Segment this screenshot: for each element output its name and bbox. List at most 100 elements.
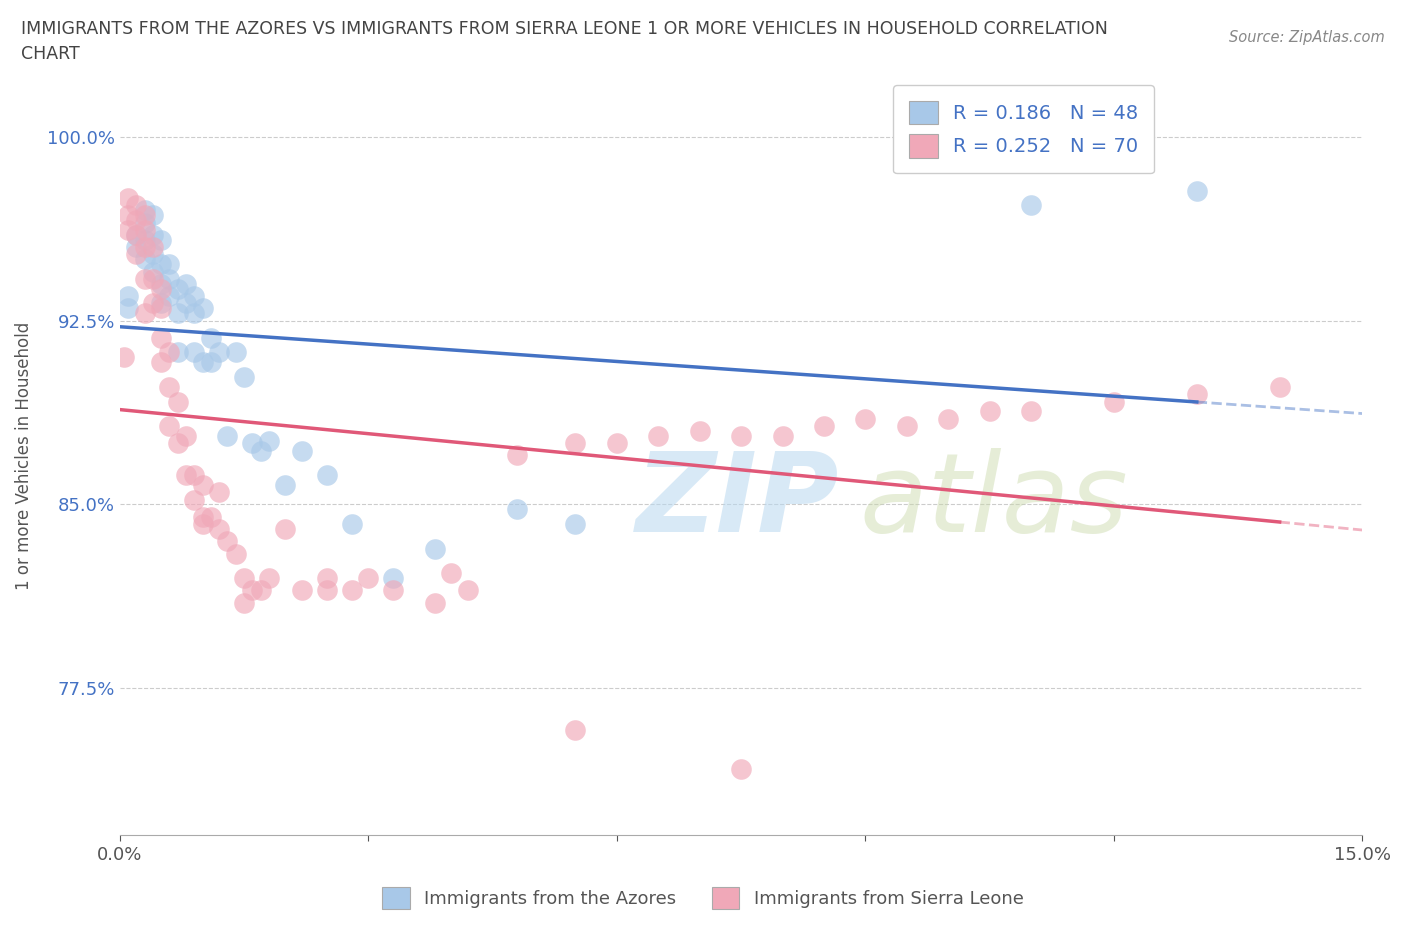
Point (134, 306, 156, 321)
Point (191, 477, 214, 492)
Y-axis label: 1 or more Vehicles in Household: 1 or more Vehicles in Household (15, 322, 32, 590)
Point (142, 240, 165, 255)
Point (233, 369, 256, 384)
Point (1268, 379, 1291, 394)
Point (125, 213, 148, 228)
Point (166, 394, 188, 409)
Text: IMMIGRANTS FROM THE AZORES VS IMMIGRANTS FROM SIERRA LEONE 1 OR MORE VEHICLES IN: IMMIGRANTS FROM THE AZORES VS IMMIGRANTS… (21, 20, 1108, 38)
Point (233, 595, 256, 610)
Point (340, 583, 363, 598)
Point (150, 296, 173, 311)
Point (125, 247, 148, 262)
Point (166, 436, 188, 451)
Point (813, 418, 835, 433)
Point (564, 723, 586, 737)
Point (142, 272, 165, 286)
Point (134, 215, 156, 230)
Point (134, 272, 156, 286)
Point (249, 583, 271, 598)
Point (730, 429, 752, 444)
Point (125, 227, 148, 242)
Point (142, 247, 165, 262)
Point (159, 379, 181, 394)
Point (191, 301, 214, 316)
Point (647, 429, 669, 444)
Point (174, 276, 197, 291)
Point (117, 222, 139, 237)
Point (134, 222, 156, 237)
Point (150, 257, 173, 272)
Point (208, 522, 231, 537)
Point (166, 306, 188, 321)
Point (606, 436, 628, 451)
Point (125, 198, 148, 213)
Point (183, 468, 205, 483)
Point (1185, 387, 1208, 402)
Point (506, 502, 529, 517)
Point (125, 227, 148, 242)
Legend: Immigrants from the Azores, Immigrants from Sierra Leone: Immigrants from the Azores, Immigrants f… (375, 880, 1031, 916)
Point (159, 272, 181, 286)
Point (183, 492, 205, 507)
Point (150, 301, 173, 316)
Point (249, 443, 271, 458)
Point (1019, 404, 1042, 418)
Point (291, 583, 314, 598)
Point (150, 355, 173, 370)
Point (166, 281, 188, 296)
Point (340, 517, 363, 532)
Point (159, 345, 181, 360)
Point (357, 571, 380, 586)
Point (240, 436, 263, 451)
Point (183, 306, 205, 321)
Point (315, 583, 337, 598)
Point (174, 468, 197, 483)
Point (117, 191, 139, 206)
Point (191, 355, 214, 370)
Point (855, 411, 877, 426)
Point (200, 330, 222, 345)
Point (166, 345, 188, 360)
Point (183, 345, 205, 360)
Point (564, 436, 586, 451)
Point (257, 433, 280, 448)
Point (208, 345, 231, 360)
Point (159, 257, 181, 272)
Point (1102, 394, 1125, 409)
Point (150, 276, 173, 291)
Point (191, 510, 214, 525)
Point (150, 232, 173, 247)
Point (382, 583, 405, 598)
Point (134, 232, 156, 247)
Point (315, 571, 337, 586)
Point (564, 517, 586, 532)
Point (274, 477, 297, 492)
Point (117, 301, 139, 316)
Point (150, 330, 173, 345)
Point (772, 429, 794, 444)
Point (174, 429, 197, 444)
Point (142, 264, 165, 279)
Point (159, 288, 181, 303)
Point (117, 207, 139, 222)
Point (382, 571, 405, 586)
Legend: R = 0.186   N = 48, R = 0.252   N = 70: R = 0.186 N = 48, R = 0.252 N = 70 (893, 86, 1154, 174)
Point (257, 571, 280, 586)
Point (200, 355, 222, 370)
Point (208, 485, 231, 499)
Point (423, 541, 446, 556)
Point (233, 571, 256, 586)
Text: ZIP: ZIP (636, 447, 839, 554)
Point (200, 510, 222, 525)
Text: Source: ZipAtlas.com: Source: ZipAtlas.com (1229, 30, 1385, 45)
Point (896, 418, 918, 433)
Point (315, 468, 337, 483)
Point (689, 423, 711, 438)
Point (134, 207, 156, 222)
Point (134, 203, 156, 218)
Point (440, 565, 463, 580)
Point (174, 296, 197, 311)
Point (936, 411, 959, 426)
Point (457, 583, 479, 598)
Point (979, 404, 1001, 418)
